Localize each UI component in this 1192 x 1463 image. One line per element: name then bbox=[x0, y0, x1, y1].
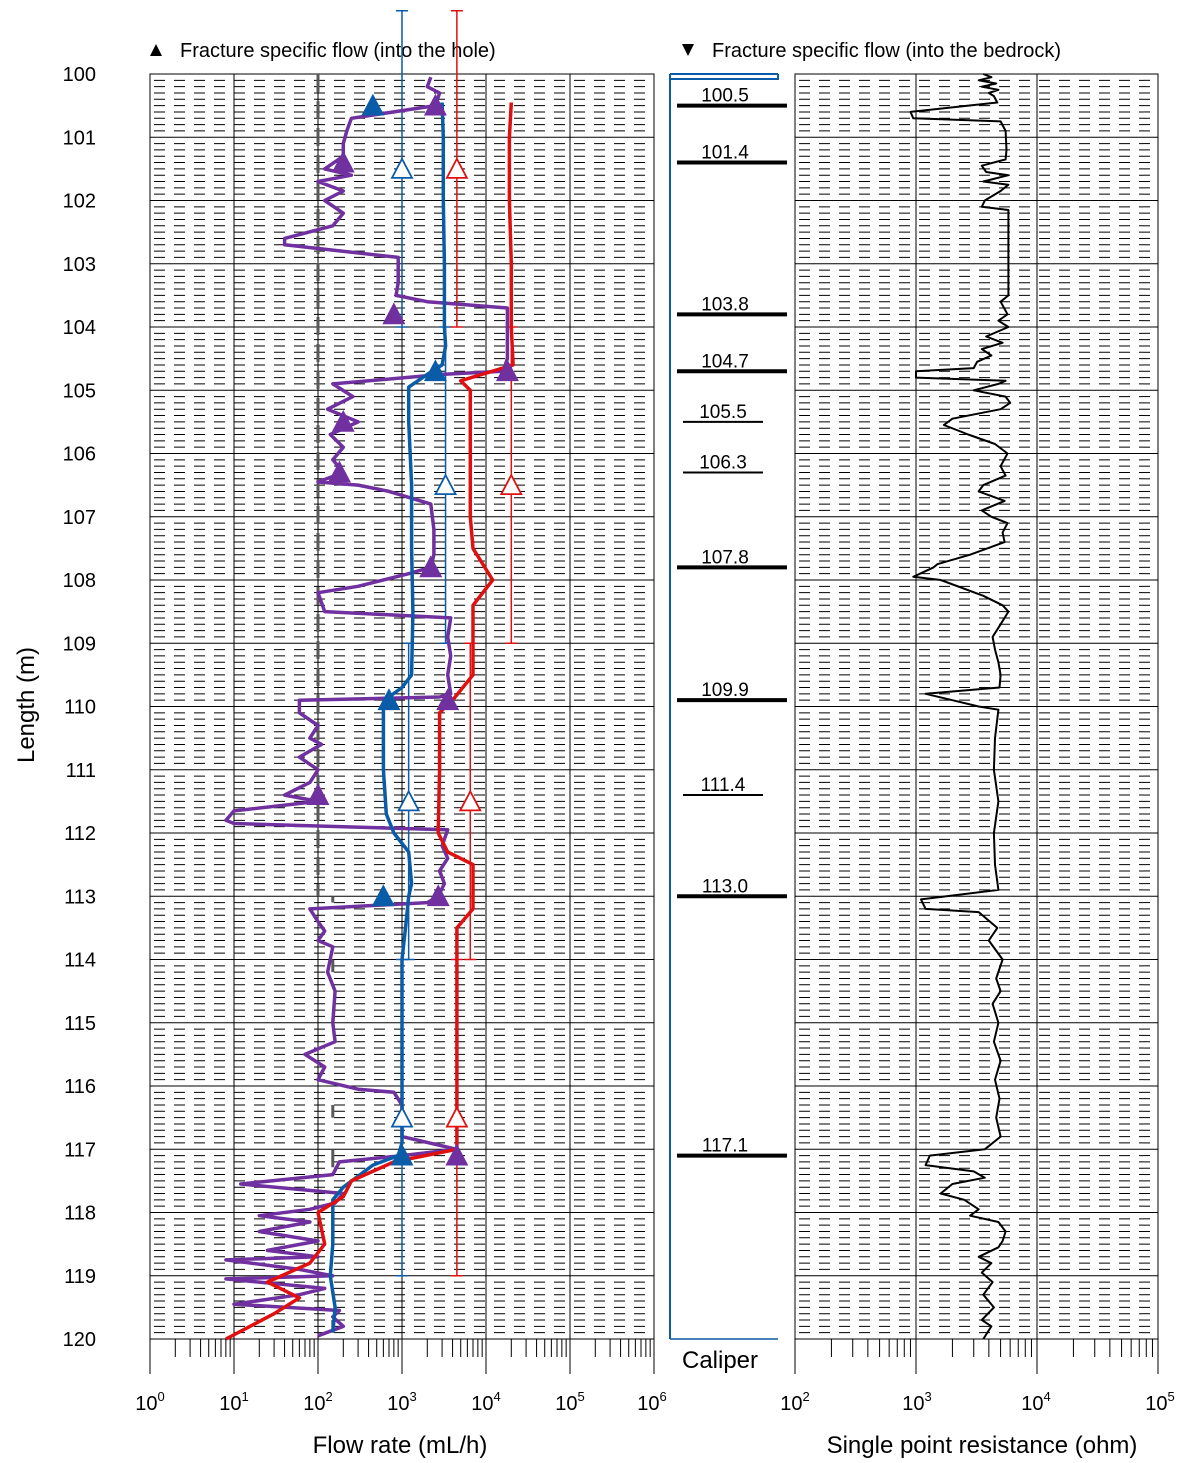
flow-panel bbox=[224, 10, 523, 1341]
open-triangle-blue bbox=[397, 789, 421, 812]
y-tick-label: 113 bbox=[64, 886, 96, 908]
y-tick-label: 108 bbox=[63, 570, 96, 592]
filled-triangle-purple bbox=[426, 884, 450, 907]
filled-triangle-purple bbox=[419, 555, 443, 578]
y-tick-labels: 100 101 102 103 104 105 106 107 108 109 110 111 112 1… bbox=[63, 64, 96, 1351]
caliper-panel: 100.5 101.4 103.8 104.7 105.5 106.3 107.8 109.9… bbox=[669, 73, 787, 1340]
y-axis-label: Length (m) bbox=[13, 647, 40, 763]
filled-triangle-blue bbox=[371, 884, 395, 907]
fracture-depth-label: 105.5 bbox=[699, 402, 747, 423]
filled-triangle-purple bbox=[445, 1143, 469, 1166]
filled-triangle-purple bbox=[331, 409, 355, 432]
filled-triangle-blue bbox=[390, 1143, 414, 1166]
y-tick-label: 115 bbox=[64, 1013, 96, 1035]
open-triangle-red bbox=[499, 473, 523, 496]
resistance-x-axis-label: Single point resistance (ohm) bbox=[827, 1432, 1138, 1459]
open-triangle-red bbox=[445, 156, 469, 179]
fracture-depth-label: 106.3 bbox=[699, 452, 747, 473]
open-triangle-red bbox=[458, 789, 482, 812]
flow-x-tick-1e0: 100 bbox=[135, 1389, 164, 1415]
legend-filled-triangle-marker bbox=[150, 44, 162, 56]
y-tick-label: 107 bbox=[63, 507, 96, 529]
fracture-depth-label: 109.9 bbox=[701, 680, 749, 701]
res-x-tick-1e3: 103 bbox=[902, 1389, 931, 1415]
filled-triangle-blue bbox=[361, 93, 385, 116]
filled-triangle-purple bbox=[382, 302, 406, 325]
fracture-depth-label: 113.0 bbox=[702, 876, 748, 897]
resistance-x-ticks: 102 103 104 105 bbox=[780, 1389, 1174, 1415]
legend: Fracture specific flow (into the hole) F… bbox=[150, 40, 1061, 62]
res-x-tick-1e5: 105 bbox=[1145, 1389, 1174, 1415]
flow-x-tick-1e5: 105 bbox=[555, 1389, 584, 1415]
y-tick-label: 105 bbox=[63, 380, 96, 402]
y-tick-label: 112 bbox=[64, 823, 96, 845]
legend-inverted-triangle-marker bbox=[682, 44, 694, 56]
y-tick-label: 100 bbox=[63, 64, 96, 86]
flow-series-flow_curve_1 bbox=[328, 102, 448, 1333]
y-tick-label: 120 bbox=[63, 1329, 96, 1351]
flow-x-axis-label: Flow rate (mL/h) bbox=[313, 1432, 488, 1459]
open-triangle-blue bbox=[390, 1105, 414, 1128]
y-tick-label: 118 bbox=[64, 1203, 96, 1225]
flow-x-tick-1e3: 103 bbox=[387, 1389, 416, 1415]
filled-triangle-blue bbox=[377, 688, 401, 711]
filled-triangle-blue bbox=[423, 359, 447, 382]
y-tick-label: 119 bbox=[64, 1266, 96, 1288]
resistance-panel bbox=[909, 73, 1012, 1340]
caliper-panel-frame bbox=[668, 74, 787, 1339]
y-tick-label: 103 bbox=[63, 254, 96, 276]
resistance-series-line bbox=[909, 73, 1012, 1340]
fracture-depth-label: 107.8 bbox=[701, 547, 749, 568]
filled-triangle-purple bbox=[331, 150, 355, 173]
fracture-depth-label: 111.4 bbox=[701, 775, 746, 796]
flow-x-tick-1e1: 101 bbox=[219, 1389, 248, 1415]
y-tick-label: 109 bbox=[63, 633, 96, 655]
legend-into-hole: Fracture specific flow (into the hole) bbox=[180, 40, 496, 62]
filled-triangle-purple bbox=[306, 783, 330, 805]
fracture-depth-label: 100.5 bbox=[701, 86, 749, 107]
fracture-depth-label: 101.4 bbox=[701, 143, 749, 164]
y-tick-label: 110 bbox=[64, 697, 96, 719]
y-tick-label: 104 bbox=[63, 317, 96, 339]
flow-x-tick-1e4: 104 bbox=[471, 1389, 500, 1415]
y-tick-label: 117 bbox=[64, 1139, 96, 1161]
filled-triangle-purple bbox=[327, 460, 351, 483]
open-triangle-red bbox=[445, 1105, 469, 1128]
res-x-tick-1e4: 104 bbox=[1021, 1389, 1050, 1415]
fracture-depth-label: 117.1 bbox=[702, 1136, 748, 1157]
y-tick-label: 102 bbox=[63, 191, 96, 213]
flow-x-ticks: 100 101 102 103 104 105 106 bbox=[135, 1389, 666, 1415]
res-x-tick-1e2: 102 bbox=[780, 1389, 809, 1415]
y-tick-label: 111 bbox=[66, 760, 96, 782]
filled-triangle-purple bbox=[436, 688, 460, 711]
flow-series-flow_curve_2 bbox=[225, 102, 515, 1341]
fracture-depth-label: 104.7 bbox=[701, 351, 749, 372]
y-tick-label: 106 bbox=[63, 444, 96, 466]
y-tick-label: 101 bbox=[63, 127, 96, 149]
open-triangle-blue bbox=[434, 473, 458, 496]
flow-x-tick-1e2: 102 bbox=[303, 1389, 332, 1415]
filled-triangle-purple bbox=[495, 359, 519, 382]
y-tick-label: 116 bbox=[64, 1076, 96, 1098]
y-tick-label: 114 bbox=[64, 950, 96, 972]
legend-into-bedrock: Fracture specific flow (into the bedrock… bbox=[712, 40, 1061, 62]
filled-triangle-purple bbox=[423, 93, 447, 116]
open-triangle-blue bbox=[390, 156, 414, 179]
flow-x-tick-1e6: 106 bbox=[637, 1389, 666, 1415]
fracture-depth-label: 103.8 bbox=[701, 294, 749, 315]
caliper-label: Caliper bbox=[682, 1347, 758, 1374]
